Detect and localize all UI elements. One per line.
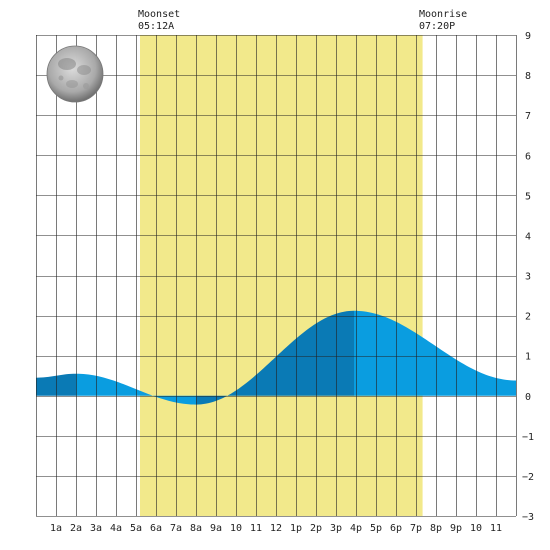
x-tick-label: 9a (210, 523, 222, 534)
x-tick-label: 11 (250, 523, 262, 534)
y-tick-label: 8 (525, 71, 531, 82)
x-tick-label: 1p (290, 523, 302, 534)
x-tick-label: 2p (310, 523, 322, 534)
grid-layer (36, 35, 517, 517)
x-tick-label: 4p (350, 523, 362, 534)
y-tick-label: 9 (525, 31, 531, 42)
x-tick-label: 6p (390, 523, 402, 534)
x-tick-label: 10 (230, 523, 242, 534)
y-tick-label: 6 (525, 151, 531, 162)
x-tick-label: 5p (370, 523, 382, 534)
y-tick-label: −1 (522, 432, 534, 443)
tide-area-segment-1 (36, 373, 76, 396)
tide-area-segment-4 (354, 310, 516, 396)
x-tick-label: 9p (450, 523, 462, 534)
tide-area-layer (36, 310, 516, 405)
tide-area-segment-2 (76, 373, 196, 405)
moonset-label: Moonset (138, 9, 180, 20)
y-tick-label: 2 (525, 312, 531, 323)
moon-visible-window-layer (140, 35, 423, 516)
y-tick-label: 5 (525, 191, 531, 202)
y-tick-label: −3 (522, 512, 534, 523)
moonrise-time: 07:20P (419, 21, 455, 32)
y-tick-label: 3 (525, 272, 531, 283)
y-tick-label: 0 (525, 392, 531, 403)
x-tick-label: 7p (410, 523, 422, 534)
moonset-time: 05:12A (138, 21, 174, 32)
x-tick-label: 2a (70, 523, 82, 534)
moon-visible-band (140, 35, 423, 516)
y-tick-label: 7 (525, 111, 531, 122)
y-tick-label: 1 (525, 352, 531, 363)
x-tick-label: 8p (430, 523, 442, 534)
y-tick-label: 4 (525, 231, 531, 242)
tide-area-segment-3 (196, 310, 354, 405)
x-tick-label: 1a (50, 523, 62, 534)
x-tick-label: 10 (470, 523, 482, 534)
x-tick-label: 3p (330, 523, 342, 534)
x-tick-label: 11 (490, 523, 502, 534)
x-tick-label: 5a (130, 523, 142, 534)
x-tick-label: 12 (270, 523, 282, 534)
x-tick-label: 3a (90, 523, 102, 534)
full-moon-icon (46, 45, 104, 103)
x-tick-label: 6a (150, 523, 162, 534)
x-tick-labels: 1a 2a 3a 4a 5a 6a 7a 8a 9a 10 11 12 1p 2p 3p 4p 5p 6p 7p 8p… (50, 523, 502, 534)
x-tick-label: 7a (170, 523, 182, 534)
x-tick-label: 4a (110, 523, 122, 534)
moonrise-label: Moonrise (419, 9, 467, 20)
x-tick-label: 8a (190, 523, 202, 534)
y-tick-label: −2 (522, 472, 534, 483)
y-tick-labels: 9 8 7 6 5 4 3 2 1 0 −1 −2 −3 (522, 31, 534, 523)
